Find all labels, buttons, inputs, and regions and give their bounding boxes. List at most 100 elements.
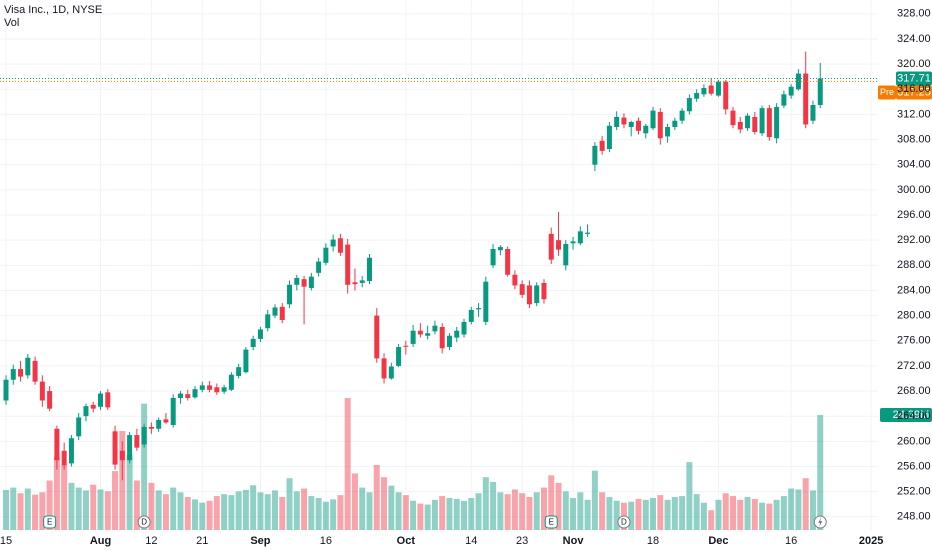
candle-body (585, 232, 591, 234)
candle-body (454, 330, 460, 338)
candle-body (643, 125, 649, 134)
candle-body (257, 329, 263, 339)
candle-body (657, 111, 663, 139)
candle-body (243, 349, 249, 373)
volume-label-box (880, 408, 932, 423)
candle-body (54, 428, 60, 461)
candle-body (345, 244, 351, 285)
candle-body (606, 125, 612, 150)
candle-body (396, 347, 402, 366)
y-tick-label: 280.00 (897, 310, 931, 322)
volume-bar (228, 495, 235, 530)
volume-bar (700, 502, 707, 530)
volume-bar (90, 484, 97, 530)
volume-bar (562, 491, 569, 530)
volume-bar (337, 495, 344, 530)
volume-bar (693, 494, 700, 530)
volume-bar (497, 492, 504, 530)
volume-bar (461, 500, 468, 530)
candle-body (47, 391, 53, 409)
candle-body (788, 86, 794, 96)
y-tick-label: 328.00 (897, 8, 931, 20)
volume-bar (410, 500, 417, 530)
volume-bar (635, 498, 642, 530)
candle-body (730, 110, 736, 126)
candle-body (76, 417, 82, 437)
volume-bar (788, 488, 795, 530)
candle-body (635, 120, 641, 131)
volume-bar (170, 487, 177, 530)
volume-bar (141, 403, 148, 530)
volume-bar (555, 482, 562, 530)
candle-body (39, 381, 45, 401)
premarket-tag-box (878, 85, 896, 100)
volume-bar (424, 504, 431, 530)
volume-bar (286, 478, 293, 530)
event-badge (137, 515, 151, 529)
x-tick-label: Aug (90, 535, 111, 547)
y-tick-label: 276.00 (897, 335, 931, 347)
y-tick-label: 300.00 (897, 184, 931, 196)
event-label: D (621, 518, 627, 527)
volume-bar (722, 493, 729, 530)
x-tick-label: 18 (647, 535, 659, 547)
candle-body (265, 314, 271, 329)
volume-bar (817, 415, 824, 530)
volume-bar (446, 497, 453, 530)
volume-bar (97, 489, 104, 530)
event-label: D (141, 518, 147, 527)
candle-body (752, 116, 758, 133)
candle-body (112, 431, 118, 465)
volume-bar (126, 454, 133, 530)
volume-bar (235, 491, 242, 530)
volume-bar (490, 481, 497, 530)
volume-bar (395, 492, 402, 530)
candle-body (505, 248, 511, 275)
candle-body (708, 85, 714, 94)
volume-bar (795, 489, 802, 530)
volume-bar (584, 499, 591, 530)
volume-bar (53, 456, 60, 530)
candle-body (68, 438, 74, 464)
y-tick-label: 248.00 (897, 511, 931, 523)
candle-body (439, 326, 445, 349)
candle-body (417, 330, 423, 335)
volume-bar (613, 500, 620, 530)
volume-bar (577, 492, 584, 530)
x-tick-label: 14 (465, 535, 477, 547)
event-badge (544, 515, 558, 529)
x-tick-label: Oct (397, 535, 416, 547)
candle-body (337, 238, 343, 253)
candle-body (236, 367, 242, 376)
last-price-box (896, 71, 932, 86)
candle-body (745, 115, 751, 129)
candle-body (650, 110, 656, 129)
candle-body (294, 277, 300, 285)
volume-bar (271, 490, 278, 530)
candle-body (512, 274, 518, 286)
candle-body (548, 233, 554, 260)
candle-body (468, 309, 474, 322)
candle-body (715, 81, 721, 96)
candle-body (134, 435, 140, 448)
candle-body (185, 394, 191, 398)
candle-body (483, 281, 489, 322)
volume-bar (431, 499, 438, 530)
y-tick-label: 284.00 (897, 284, 931, 296)
volume-bar (482, 477, 489, 530)
candle-body (534, 285, 540, 304)
candle-body (497, 247, 503, 251)
event-label: E (549, 518, 554, 527)
candle-body (577, 231, 583, 244)
volume-bar (279, 497, 286, 530)
candle-body (774, 106, 780, 139)
volume-bar (664, 499, 671, 530)
last-price-label: 317.71 (897, 72, 931, 84)
volume-bar (519, 493, 526, 530)
volume-bar (112, 471, 119, 530)
y-tick-label: 296.00 (897, 209, 931, 221)
volume-bar (606, 497, 613, 530)
volume-bar (642, 499, 649, 530)
candle-body (330, 239, 336, 247)
